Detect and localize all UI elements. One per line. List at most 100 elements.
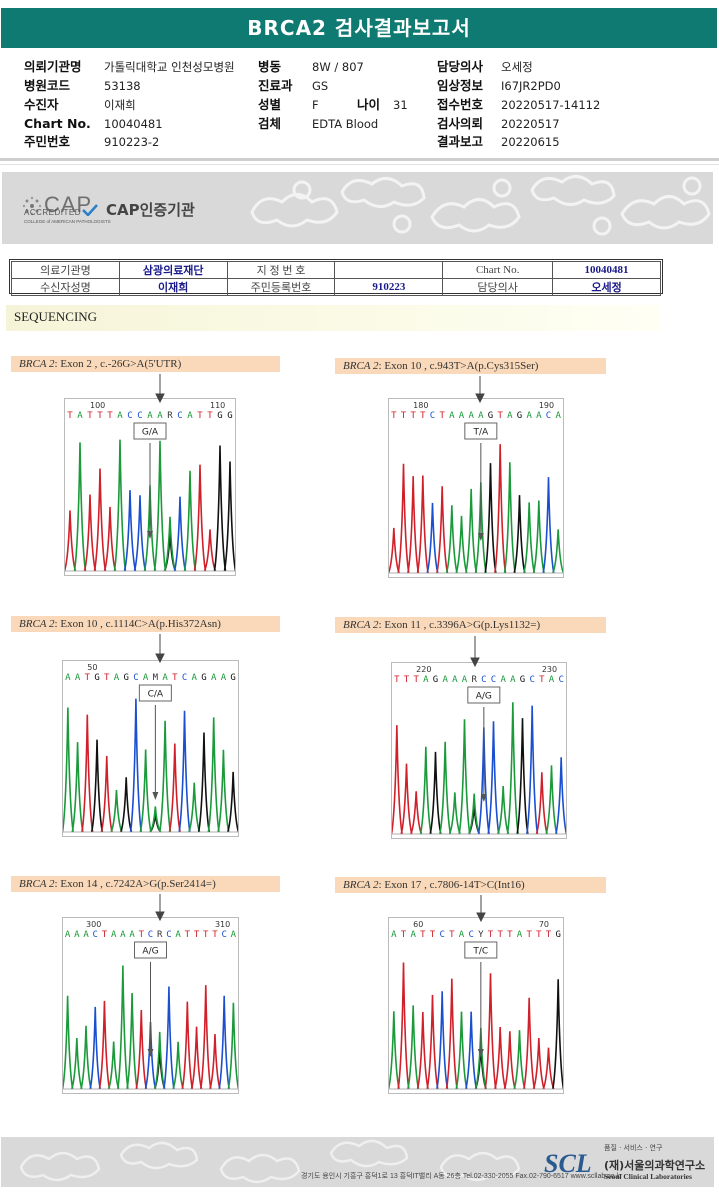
info-value: 오세정 (501, 60, 533, 74)
divider (0, 164, 719, 165)
info-request-date: 검사의뢰 20220517 (437, 115, 560, 133)
base-call: A (231, 930, 237, 940)
trace-peak (545, 765, 558, 835)
base-call: C (468, 930, 473, 940)
trace-peak (107, 1041, 120, 1090)
trace-peak (183, 470, 197, 572)
info-label: 접수번호 (437, 97, 484, 112)
panel-label: BRCA 2: Exon 17 , c.7806-14T>C(Int16) (335, 877, 606, 893)
trace-peak (513, 1030, 526, 1090)
base-call: A (117, 411, 123, 421)
base-call: T (497, 930, 503, 940)
gene-name: BRCA 2 (343, 619, 379, 631)
base-call: R (167, 411, 173, 421)
position-number: 50 (87, 663, 97, 672)
base-call: A (187, 411, 193, 421)
meta-table: 의료기관명 삼광의료재단 지 정 번 호 Chart No. 10040481 … (11, 261, 661, 296)
base-call: A (175, 930, 181, 940)
info-value: 53138 (104, 79, 141, 93)
meta-inst-value: 삼광의료재단 (118, 261, 228, 279)
trace-peak (465, 488, 478, 574)
base-call: G (123, 673, 128, 683)
base-call: G (227, 411, 232, 421)
trace-peak (535, 772, 548, 835)
footer: 경기도 용인시 기흥구 흥덕1로 13 흥덕IT밸리 A동 26층 Tel.02… (1, 1137, 714, 1187)
trace-peak (190, 1026, 203, 1090)
trace-peak (494, 1027, 507, 1090)
info-ward: 병동 8W / 807 (258, 58, 364, 76)
trace-peak (407, 476, 420, 574)
checkmark-icon (82, 204, 98, 216)
base-call: A (111, 930, 117, 940)
genotype-call: A/G (476, 692, 492, 702)
variant-desc: : Exon 10 , c.943T>A(p.Cys315Ser) (378, 360, 539, 372)
trace-peak (71, 742, 84, 833)
trace-peak (65, 510, 77, 572)
genotype-call: T/C (472, 947, 488, 957)
base-call: G (488, 411, 493, 421)
base-call: T (394, 675, 400, 685)
trace-peak (397, 962, 410, 1090)
base-call: A (77, 411, 83, 421)
trace-peak (400, 763, 413, 835)
base-call: A (120, 930, 126, 940)
trace-peak (455, 1011, 468, 1090)
info-patient: 수진자 이재희 (24, 96, 136, 114)
base-call: A (449, 411, 455, 421)
base-call: T (401, 411, 407, 421)
info-label: 담당의사 (437, 59, 484, 74)
base-call: C (221, 930, 226, 940)
genotype-call: T/A (472, 428, 489, 438)
trace-peak (494, 444, 507, 574)
base-call: T (449, 930, 455, 940)
trace-peak (436, 486, 449, 574)
report-title: BRCA2 검사결과보고서 (1, 8, 717, 48)
base-call: A (162, 673, 168, 683)
position-number: 230 (542, 665, 557, 674)
base-call: A (192, 673, 198, 683)
info-value: EDTA Blood (312, 117, 379, 131)
info-label: 검체 (258, 116, 282, 131)
variant-desc: : Exon 2 , c.-26G>A(5'UTR) (54, 358, 182, 370)
position-number: 70 (539, 920, 549, 929)
info-value: GS (312, 79, 329, 93)
base-call: A (114, 673, 120, 683)
cap-logo-text: CAP (44, 192, 93, 217)
trace-peak (149, 806, 162, 833)
base-call: R (157, 930, 163, 940)
base-call: G (433, 675, 438, 685)
info-value: 910223-2 (104, 135, 160, 149)
meta-chart-label: Chart No. (442, 261, 554, 279)
genotype-call: G/A (142, 428, 159, 438)
trace-peak (439, 741, 452, 835)
section-band (6, 305, 661, 331)
trace-peak (188, 782, 201, 833)
trace-peak (552, 979, 563, 1090)
base-call: A (410, 930, 416, 940)
base-call: G (94, 673, 99, 683)
base-call: A (459, 411, 465, 421)
trace-peak (458, 719, 471, 835)
trace-peak (63, 707, 74, 833)
trace-peak (123, 490, 137, 572)
base-call: T (87, 411, 93, 421)
base-call: C (93, 930, 98, 940)
genotype-call: C/A (148, 690, 164, 700)
info-report-date: 결과보고 20220615 (437, 133, 560, 151)
info-value: 20220517-14112 (501, 98, 601, 112)
meta-chart-value: 10040481 (552, 261, 661, 279)
trace-peak (506, 702, 519, 835)
cap-accredited: ACCREDITED (24, 208, 82, 217)
info-label: 성별 (258, 97, 282, 112)
trace-peak (416, 475, 429, 574)
info-label: Chart No. (24, 116, 91, 131)
variant-desc: : Exon 17 , c.7806-14T>C(Int16) (378, 879, 525, 891)
meta-doctor-value: 오세정 (552, 278, 661, 296)
base-call: T (107, 411, 113, 421)
base-call: C (430, 411, 435, 421)
base-call: C (166, 930, 171, 940)
info-value: F (312, 98, 319, 112)
trace-peak (445, 505, 458, 574)
